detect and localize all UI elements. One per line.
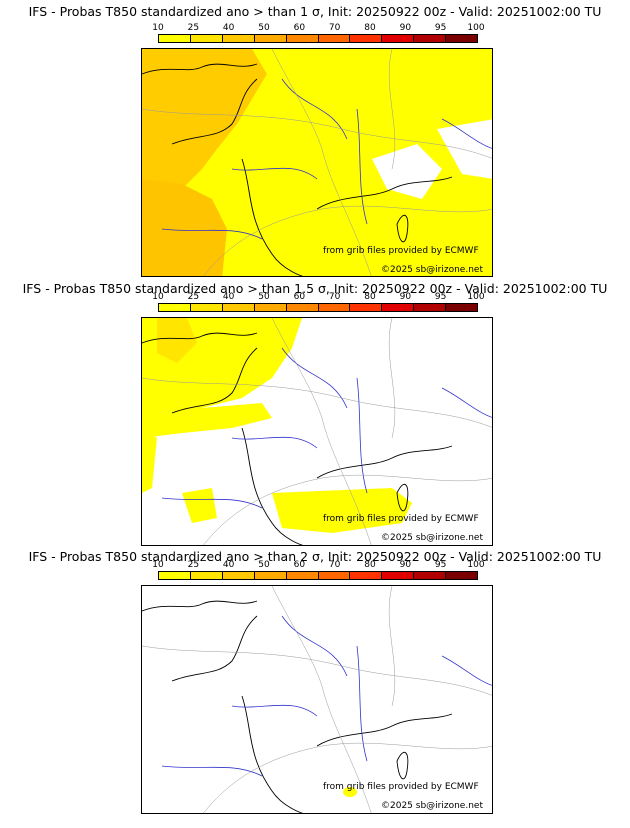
colorbar-tick-label: 95 xyxy=(434,292,447,302)
colorbar-segment xyxy=(318,572,351,579)
colorbar-segment xyxy=(159,35,191,42)
colorbar-segment xyxy=(222,35,255,42)
colorbar-tick-label: 100 xyxy=(467,560,485,570)
panel1-copyright: ©2025 sb@irizone.net xyxy=(381,265,483,275)
colorbar-tick-label: 80 xyxy=(364,23,376,33)
admin-borders xyxy=(142,586,492,813)
colorbar-segment xyxy=(350,35,383,42)
colorbar-tick-label: 90 xyxy=(399,292,412,302)
panel1-source-credit: from grib files provided by ECMWF xyxy=(323,246,479,256)
panel3-colorbar xyxy=(158,571,478,580)
colorbar-tick-label: 25 xyxy=(187,23,200,33)
panel1-map-graphic xyxy=(142,49,492,276)
probability-field-10-sw xyxy=(182,488,217,523)
colorbar-tick-label: 70 xyxy=(328,292,341,302)
coastlines xyxy=(142,63,453,276)
colorbar-tick-label: 10 xyxy=(152,23,164,33)
colorbar-segment xyxy=(286,572,319,579)
probability-field-10-west xyxy=(142,428,157,493)
panel2-source-credit: from grib files provided by ECMWF xyxy=(323,514,479,524)
rivers xyxy=(161,615,492,777)
colorbar-segment xyxy=(318,35,351,42)
colorbar-segment xyxy=(350,572,383,579)
panel1-title: IFS - Probas T850 standardized ano > tha… xyxy=(28,4,602,19)
colorbar-tick-label: 40 xyxy=(222,560,235,570)
colorbar-tick-label: 90 xyxy=(399,23,412,33)
colorbar-segment xyxy=(286,35,319,42)
admin-borders xyxy=(142,318,492,545)
admin-borders xyxy=(142,49,492,276)
colorbar-tick-label: 40 xyxy=(222,23,235,33)
panel1-map xyxy=(141,48,493,277)
colorbar-tick-label: 70 xyxy=(328,560,341,570)
probability-field-10-spot xyxy=(343,787,357,797)
no-signal-area-alps xyxy=(372,144,442,199)
panel3-title: IFS - Probas T850 standardized ano > tha… xyxy=(28,549,602,564)
panel3-copyright: ©2025 sb@irizone.net xyxy=(381,801,483,811)
panel2-colorbar-ticks: 10 25 40 50 60 70 80 90 95 100 xyxy=(152,292,484,303)
colorbar-tick-label: 10 xyxy=(152,560,164,570)
colorbar-segment xyxy=(190,304,223,311)
colorbar-tick-label: 10 xyxy=(152,292,164,302)
colorbar-segment xyxy=(222,572,255,579)
colorbar-tick-label: 40 xyxy=(222,292,235,302)
colorbar-tick-label: 95 xyxy=(434,23,447,33)
rivers xyxy=(161,78,492,240)
colorbar-tick-label: 80 xyxy=(364,560,376,570)
colorbar-segment xyxy=(382,572,415,579)
probability-field-25 xyxy=(157,318,197,363)
colorbar-segment xyxy=(254,304,287,311)
colorbar-tick-label: 60 xyxy=(293,23,306,33)
panel3-map xyxy=(141,585,493,814)
colorbar-segment xyxy=(446,304,478,311)
colorbar-tick-label: 80 xyxy=(364,292,376,302)
no-signal-area-east xyxy=(437,119,492,179)
probability-field-40 xyxy=(142,49,267,199)
panel3-source-credit: from grib files provided by ECMWF xyxy=(323,782,479,792)
colorbar-tick-label: 95 xyxy=(434,560,447,570)
panel3-colorbar-ticks: 10 25 40 50 60 70 80 90 95 100 xyxy=(152,560,484,571)
colorbar-segment xyxy=(414,304,447,311)
colorbar-segment xyxy=(446,572,478,579)
rivers xyxy=(161,347,492,509)
colorbar-segment xyxy=(190,572,223,579)
colorbar-tick-label: 25 xyxy=(187,292,200,302)
colorbar-segment xyxy=(286,304,319,311)
colorbar-tick-label: 100 xyxy=(467,292,485,302)
panel2-copyright: ©2025 sb@irizone.net xyxy=(381,533,483,543)
colorbar-segment xyxy=(159,572,191,579)
colorbar-segment xyxy=(254,35,287,42)
colorbar-segment xyxy=(190,35,223,42)
colorbar-tick-label: 100 xyxy=(467,23,485,33)
panel2-colorbar xyxy=(158,303,478,312)
colorbar-segment xyxy=(350,304,383,311)
colorbar-segment xyxy=(318,304,351,311)
probability-field-10-med xyxy=(272,488,412,533)
colorbar-tick-label: 50 xyxy=(258,560,270,570)
colorbar-tick-label: 25 xyxy=(187,560,200,570)
colorbar-segment xyxy=(222,304,255,311)
colorbar-tick-label: 60 xyxy=(293,292,306,302)
colorbar-tick-label: 90 xyxy=(399,560,412,570)
panel2-map-graphic xyxy=(142,318,492,545)
probability-field-40-sw xyxy=(142,179,227,276)
colorbar-tick-label: 60 xyxy=(293,560,306,570)
colorbar-segment xyxy=(382,304,415,311)
panel2-map xyxy=(141,317,493,546)
colorbar-segment xyxy=(382,35,415,42)
colorbar-segment xyxy=(414,572,447,579)
panel1-colorbar xyxy=(158,34,478,43)
panel3-map-graphic xyxy=(142,586,492,813)
colorbar-segment xyxy=(159,304,191,311)
colorbar-tick-label: 50 xyxy=(258,23,270,33)
panel1-colorbar-ticks: 10 25 40 50 60 70 80 90 95 100 xyxy=(152,23,484,34)
colorbar-segment xyxy=(254,572,287,579)
colorbar-tick-label: 50 xyxy=(258,292,270,302)
colorbar-segment xyxy=(446,35,478,42)
coastlines xyxy=(142,332,453,545)
colorbar-tick-label: 70 xyxy=(328,23,341,33)
panel2-title: IFS - Probas T850 standardized ano > tha… xyxy=(22,281,608,296)
coastlines xyxy=(142,600,453,813)
colorbar-segment xyxy=(414,35,447,42)
